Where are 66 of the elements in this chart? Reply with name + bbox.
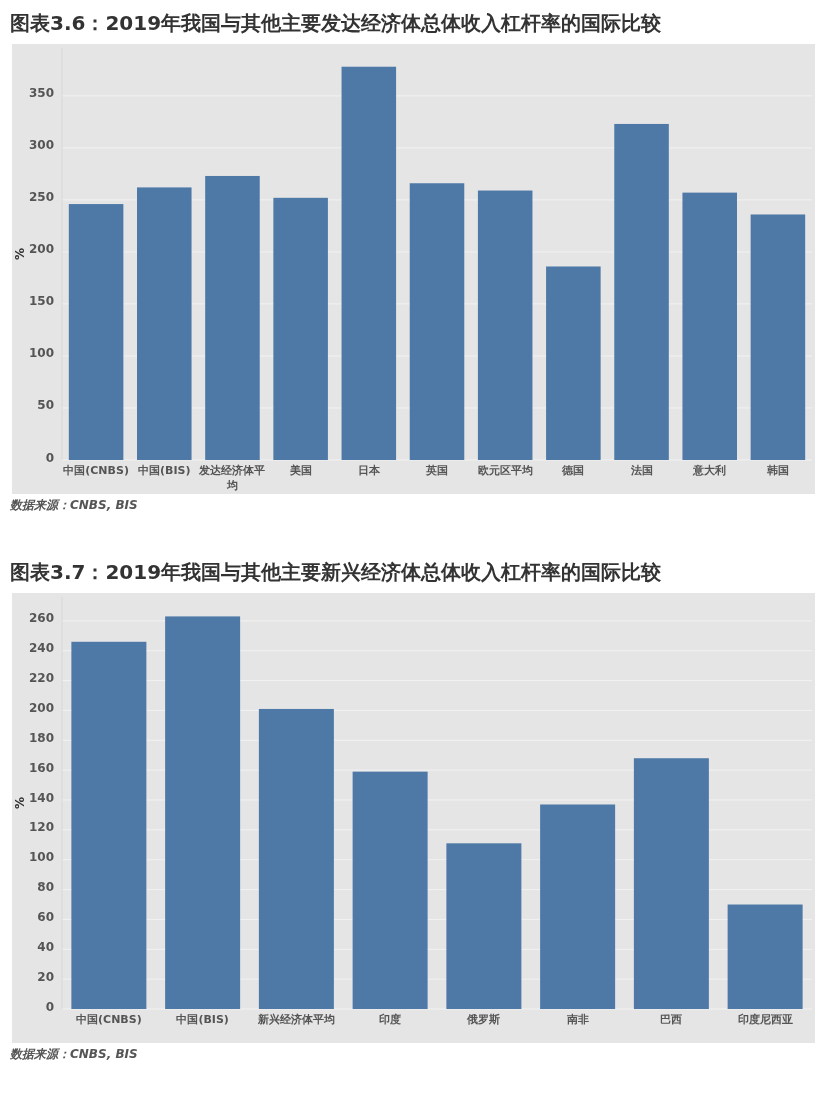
y-tick-label: 60	[37, 909, 54, 924]
source-note: 数据来源：CNBS, BIS	[9, 498, 138, 512]
x-tick-label: 印度尼西亚	[737, 1013, 793, 1026]
y-tick-label: 240	[28, 641, 54, 656]
y-axis-title: %	[13, 796, 27, 810]
bar	[273, 197, 328, 460]
y-tick-label: 180	[28, 730, 54, 745]
bar	[137, 187, 192, 460]
y-tick-label: 100	[28, 346, 54, 361]
y-tick-label: 200	[28, 242, 54, 257]
bar	[477, 190, 533, 460]
y-tick-label: 200	[28, 700, 54, 715]
x-tick-label: 中国(CNBS)	[63, 464, 129, 477]
bar	[633, 758, 709, 1009]
chart-title: 图表3.6：2019年我国与其他主要发达经济体总体收入杠杆率的国际比较	[10, 11, 663, 35]
x-tick-label: 中国(BIS)	[176, 1013, 229, 1026]
bar	[258, 708, 334, 1009]
x-tick-label: 印度	[379, 1013, 402, 1026]
bar	[341, 66, 397, 460]
y-tick-label: 0	[45, 450, 54, 465]
y-tick-label: 20	[37, 969, 54, 984]
bar	[614, 123, 669, 460]
bar	[750, 214, 806, 460]
x-tick-label: 美国	[288, 464, 312, 477]
x-tick-label: 法国	[629, 464, 653, 477]
x-tick-label: 南非	[565, 1013, 589, 1026]
bar	[540, 804, 616, 1009]
y-tick-label: 260	[28, 611, 54, 626]
x-tick-label: 中国(CNBS)	[76, 1013, 142, 1026]
x-tick-label: 德国	[561, 464, 585, 477]
bar	[546, 266, 601, 460]
x-tick-label: 英国	[425, 464, 448, 477]
x-tick-label: 韩国	[765, 464, 789, 477]
y-tick-label: 160	[28, 760, 54, 775]
bar	[446, 843, 522, 1009]
y-tick-label: 250	[28, 190, 54, 205]
bar	[352, 771, 428, 1009]
bar	[165, 616, 241, 1009]
y-tick-label: 120	[28, 820, 54, 835]
y-tick-label: 40	[37, 939, 54, 954]
y-tick-label: 350	[28, 86, 54, 101]
y-tick-label: 80	[37, 880, 54, 895]
y-tick-label: 220	[28, 671, 54, 686]
y-tick-label: 300	[28, 138, 54, 153]
y-tick-label: 100	[28, 850, 54, 865]
bar	[682, 192, 737, 460]
y-tick-label: 50	[37, 398, 54, 413]
x-tick-label: 新兴经济体平均	[256, 1013, 335, 1026]
bar	[727, 904, 803, 1009]
bar	[71, 641, 147, 1009]
y-axis-title: %	[13, 247, 27, 261]
chart-title: 图表3.7：2019年我国与其他主要新兴经济体总体收入杠杆率的国际比较	[10, 560, 663, 584]
x-tick-label: 意大利	[692, 464, 727, 477]
y-tick-label: 140	[28, 790, 54, 805]
source-note: 数据来源：CNBS, BIS	[9, 1047, 138, 1061]
x-tick-label: 巴西	[660, 1013, 683, 1026]
bar	[409, 183, 465, 460]
x-tick-label: 欧元区平均	[477, 464, 533, 477]
x-tick-label: 中国(BIS)	[138, 464, 191, 477]
x-tick-label: 日本	[357, 464, 381, 477]
x-tick-label: 发达经济体平均	[198, 464, 266, 492]
y-tick-label: 150	[28, 294, 54, 309]
x-tick-label: 俄罗斯	[466, 1013, 501, 1026]
bar	[68, 204, 124, 460]
y-tick-label: 0	[45, 999, 54, 1014]
bar	[205, 175, 260, 460]
